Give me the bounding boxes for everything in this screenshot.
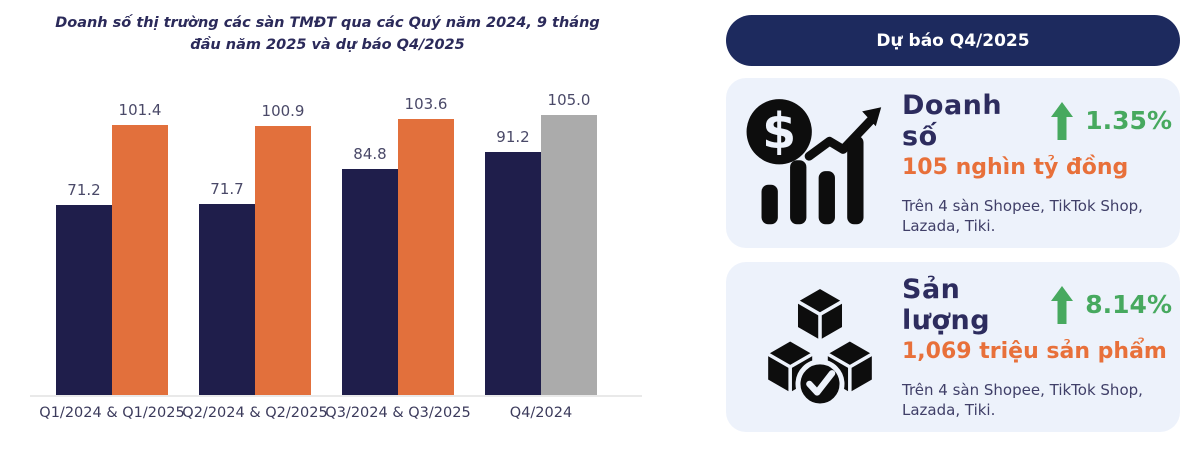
bar-2025-Q2-2024-Q2-2025: 100.9 (255, 102, 311, 395)
bar-2024-Q1-2024-Q1-2025: 71.2 (56, 181, 112, 395)
bar-2024-Q2-2024-Q2-2025: 71.7 (199, 180, 255, 395)
bar-2024-Q4-2024: 91.2 (485, 128, 541, 395)
x-axis-label-4: Q4/2024 (509, 405, 573, 421)
svg-text:$: $ (762, 103, 796, 160)
volume-value: 1,069 triệu sản phẩm (902, 338, 1167, 364)
volume-change-percent: 8.14% (1085, 290, 1172, 320)
chart-title: Doanh số thị trường các sàn TMĐT qua các… (55, 15, 600, 53)
x-axis-label-3: Q3/2024 & Q3/2025 (325, 405, 471, 421)
bar-value-label: 101.4 (118, 101, 162, 119)
bar-2024-Q3-2024-Q3-2025: 84.8 (342, 145, 398, 395)
volume-note: Trên 4 sàn Shopee, TikTok Shop, Lazada, … (902, 380, 1143, 419)
revenue-value: 105 nghìn tỷ đồng (902, 154, 1129, 180)
green-up-arrow-icon (1051, 101, 1074, 140)
bar-2025-Q3-2024-Q3-2025: 103.6 (398, 95, 454, 395)
packages-check-icon (742, 274, 898, 420)
bar-value-label: 105.0 (547, 91, 591, 109)
x-axis-label-2: Q2/2024 & Q2/2025 (182, 405, 328, 421)
forecast-card-volume: Sản lượng 8.14% 1,069 triệu sản phẩm Trê… (726, 262, 1180, 432)
bar-group-3: 84.8 103.6 (342, 95, 454, 395)
bar-group-2: 71.7 100.9 (199, 102, 311, 395)
x-axis-label-1: Q1/2024 & Q1/2025 (39, 405, 185, 421)
bar-chart-plot: 71.2 101.4 71.7 100.9 84.8 103.6 91.2 105.0 (30, 91, 642, 397)
bar-value-label: 103.6 (404, 95, 448, 113)
forecast-header-pill: Dự báo Q4/2025 (726, 15, 1180, 66)
bar-value-label: 91.2 (496, 128, 530, 146)
bar-2025-Q1-2024-Q1-2025: 101.4 (112, 101, 168, 395)
revenue-note: Trên 4 sàn Shopee, TikTok Shop, Lazada, … (902, 196, 1143, 235)
revenue-card-title: Doanh số (902, 89, 1003, 152)
green-up-arrow-icon (1051, 285, 1074, 324)
bar-group-4: 91.2 105.0 (485, 91, 597, 395)
revenue-change-percent: 1.35% (1085, 106, 1172, 136)
bar-value-label: 84.8 (353, 145, 387, 163)
forecast-header-label: Dự báo Q4/2025 (876, 30, 1030, 51)
bar-value-label: 71.7 (210, 180, 244, 198)
x-axis-labels: Q1/2024 & Q1/2025 Q2/2024 & Q2/2025 Q3/202… (30, 405, 642, 429)
bar-value-label: 71.2 (67, 181, 101, 199)
bar-value-label: 100.9 (261, 102, 305, 120)
forecast-card-revenue: $ Doanh số 1.35% 105 nghìn tỷ đồng Trên … (726, 78, 1180, 248)
bar-group-1: 71.2 101.4 (56, 101, 168, 395)
bar-2025-Q4-2024: 105.0 (541, 91, 597, 395)
dollar-trend-chart-icon: $ (742, 90, 898, 236)
volume-card-title: Sản lượng (902, 273, 991, 336)
